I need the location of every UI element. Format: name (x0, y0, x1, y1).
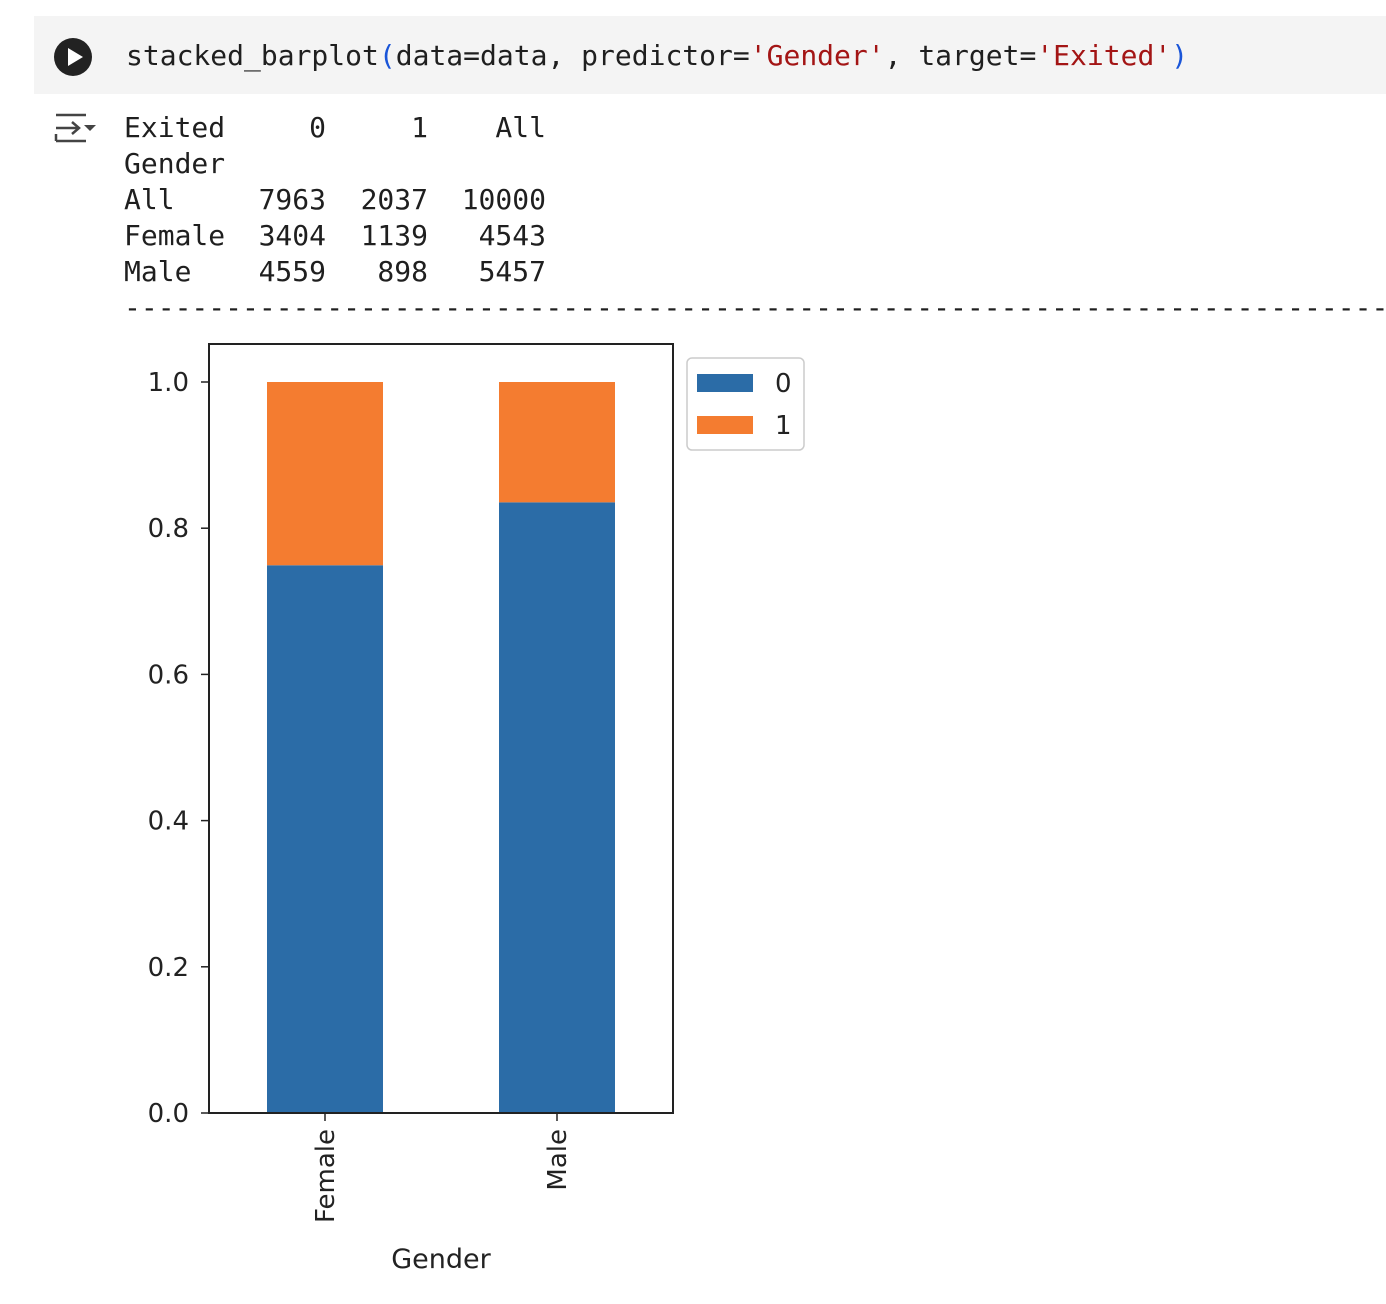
cell-all: 4543 (478, 219, 546, 252)
code-function: stacked_barplot (126, 39, 379, 72)
y-tick-label: 0.0 (148, 1099, 189, 1129)
code-target-string: 'Exited' (1036, 39, 1172, 72)
play-icon (68, 48, 83, 66)
cell-1: 898 (377, 255, 428, 288)
x-tick-label: Male (543, 1129, 573, 1191)
y-tick-label: 0.2 (148, 953, 189, 983)
code-line[interactable]: stacked_barplot(data=data, predictor='Ge… (126, 38, 1188, 74)
code-open-paren: ( (378, 39, 396, 72)
y-tick-label: 0.6 (148, 660, 189, 690)
legend-swatch-1 (697, 416, 753, 434)
plot-frame (208, 343, 674, 1114)
cell-all: 5457 (478, 255, 546, 288)
table-row: All 7963 2037 10000 (124, 182, 546, 218)
column-header-name: Exited (124, 111, 226, 144)
row-label: Female (124, 219, 226, 252)
x-tick-label: Female (311, 1129, 341, 1223)
y-tick-label: 1.0 (148, 368, 189, 398)
y-tick-label: 0.8 (148, 514, 189, 544)
code-close-paren: ) (1171, 39, 1189, 72)
column-header-1: 1 (411, 111, 428, 144)
cell-1: 2037 (360, 183, 428, 216)
table-index-name-row: Gender (124, 146, 546, 182)
column-header-0: 0 (309, 111, 326, 144)
cell-0: 3404 (258, 219, 326, 252)
separator-line: ----------------------------------------… (124, 291, 1386, 324)
legend-label-1: 1 (775, 411, 792, 441)
cell-0: 4559 (258, 255, 326, 288)
column-header-all: All (495, 111, 546, 144)
run-cell-button[interactable] (54, 38, 92, 76)
cell-all: 10000 (461, 183, 546, 216)
table-row: Female 3404 1139 4543 (124, 218, 546, 254)
bar-male-series-0 (499, 502, 615, 1113)
index-name: Gender (124, 147, 226, 180)
stacked-bar-chart: Female Male 0.0 0.2 0.4 0.6 0.8 1.0 Gender 0 1 (148, 343, 805, 1275)
table-header-row: Exited 0 1 All (124, 110, 546, 146)
legend-label-0: 0 (775, 369, 792, 399)
output-collapse-icon[interactable] (52, 112, 100, 148)
code-cell[interactable]: stacked_barplot(data=data, predictor='Ge… (34, 16, 1386, 94)
row-label: All (124, 183, 175, 216)
code-args: data=data, predictor= (395, 39, 750, 72)
cell-1: 1139 (360, 219, 428, 252)
dataframe-output: Exited 0 1 All Gender All 7963 2037 1000… (124, 110, 546, 290)
table-row: Male 4559 898 5457 (124, 254, 546, 290)
x-axis-label: Gender (391, 1244, 491, 1275)
cell-0: 7963 (258, 183, 326, 216)
y-tick-label: 0.4 (148, 807, 189, 837)
code-predictor-string: 'Gender' (749, 39, 885, 72)
row-label: Male (124, 255, 192, 288)
code-separator: , target= (884, 39, 1037, 72)
bar-male-series-1 (499, 382, 615, 503)
legend-swatch-0 (697, 374, 753, 392)
bar-female-series-0 (267, 565, 383, 1113)
bar-female-series-1 (267, 382, 383, 566)
